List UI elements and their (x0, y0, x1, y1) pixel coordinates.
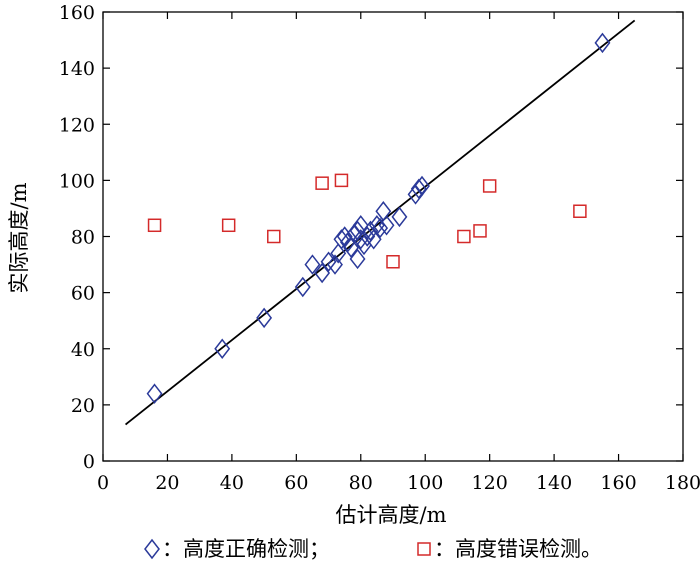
legend-square-icon (417, 542, 431, 556)
diamond-point (304, 254, 321, 275)
x-tick-label: 100 (407, 472, 443, 494)
diamond-point (378, 215, 395, 236)
diamond-point (349, 220, 366, 242)
diamond-point (365, 229, 382, 250)
plot-area (102, 11, 684, 462)
x-tick-label: 0 (97, 472, 109, 494)
legend-item-wrong: ：高度错误检测。 (417, 537, 602, 561)
y-tick-label: 40 (71, 339, 95, 361)
diamond-point (214, 338, 231, 359)
y-tick-label: 120 (59, 114, 95, 136)
square-point (386, 255, 400, 269)
x-axis: 0 20 40 60 80 100 120 140 160 180 (97, 12, 700, 494)
diamond-point (146, 383, 163, 404)
y-tick-label: 140 (59, 58, 95, 80)
x-tick-label: 40 (220, 472, 244, 494)
x-tick-label: 180 (665, 472, 700, 494)
diamond-point (256, 307, 273, 329)
series-wrong-detection (147, 173, 587, 269)
diamond-point (343, 237, 360, 258)
x-axis-title: 估计高度/m (336, 503, 447, 527)
diamond-point (410, 178, 427, 200)
y-axis-title: 实际高度/m (7, 182, 31, 293)
square-point (267, 229, 281, 244)
y-tick-label: 20 (71, 395, 95, 417)
legend-label: ：高度错误检测。 (434, 537, 602, 561)
square-point (573, 204, 587, 218)
square-point (457, 229, 471, 244)
diamond-point (391, 206, 408, 228)
x-tick-label: 20 (155, 472, 179, 494)
diamond-point (594, 32, 611, 54)
plot-frame (102, 11, 684, 462)
square-point (221, 218, 236, 233)
diamond-point (330, 243, 347, 264)
legend-label: ：高度正确检测； (162, 537, 330, 561)
legend-item-correct: ：高度正确检测； (144, 537, 330, 561)
square-point (334, 173, 349, 188)
series-layer (146, 32, 611, 404)
diamond-point (352, 229, 369, 250)
x-tick-label: 160 (600, 472, 636, 494)
y-tick-label: 0 (83, 451, 95, 473)
x-tick-label: 60 (284, 472, 308, 494)
diamond-point (407, 184, 424, 205)
fit-line (124, 19, 636, 426)
legend: ：高度正确检测； ：高度错误检测。 (144, 537, 602, 561)
diamond-point (314, 262, 331, 284)
y-tick-label: 60 (71, 283, 95, 305)
diamond-point (349, 248, 366, 270)
diamond-point (372, 217, 389, 239)
diamond-point (346, 223, 363, 244)
square-point (473, 224, 487, 238)
square-point (482, 179, 497, 193)
square-point (147, 218, 162, 233)
fit-line-layer (124, 19, 636, 426)
diamond-point (339, 231, 356, 253)
x-tick-label: 140 (536, 472, 572, 494)
y-tick-label: 160 (59, 2, 95, 24)
square-point (315, 176, 329, 190)
x-tick-label: 120 (472, 472, 508, 494)
y-tick-label: 80 (71, 227, 95, 249)
y-tick-label: 100 (59, 170, 95, 192)
diamond-point (352, 215, 369, 236)
y-axis: 0 20 40 60 80 100 120 140 160 (59, 2, 683, 473)
series-correct-detection (146, 32, 611, 404)
diamond-point (414, 175, 430, 197)
diamond-point (294, 276, 311, 298)
diamond-point (362, 220, 379, 242)
legend-diamond-icon (144, 538, 160, 560)
x-tick-label: 80 (349, 472, 373, 494)
diamond-point (336, 226, 353, 247)
